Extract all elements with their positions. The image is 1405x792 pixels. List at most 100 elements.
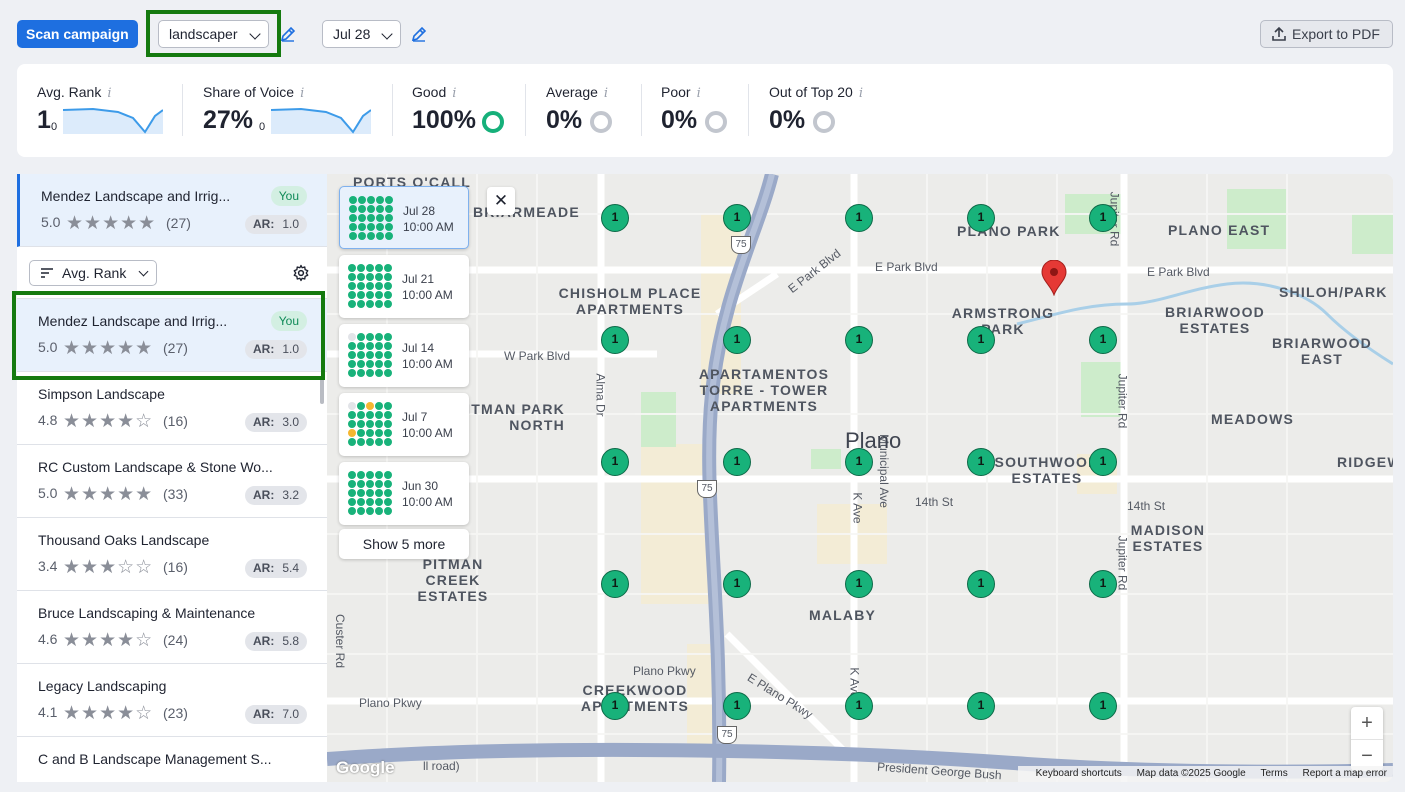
- edit-keyword-icon[interactable]: [279, 25, 297, 43]
- edit-date-icon[interactable]: [410, 25, 428, 43]
- rank-grid-point[interactable]: 1: [723, 692, 751, 720]
- sort-icon: [41, 268, 53, 278]
- star-rating-icon: ★★★★☆: [63, 630, 154, 651]
- history-snapshot[interactable]: Jul 28 10:00 AM: [339, 186, 469, 249]
- info-icon[interactable]: i: [858, 86, 863, 101]
- avg-rank-sparkline: [63, 107, 163, 134]
- list-scrollbar[interactable]: [320, 376, 324, 404]
- review-count: (24): [163, 632, 188, 648]
- rating-value: 3.4: [38, 558, 58, 574]
- close-icon[interactable]: ✕: [487, 187, 515, 215]
- list-item[interactable]: RC Custom Landscape & Stone Wo... 5.0 ★★…: [17, 445, 327, 518]
- list-item[interactable]: C and B Landscape Management S...: [17, 737, 327, 782]
- list-item[interactable]: Bruce Landscaping & Maintenance 4.6 ★★★★…: [17, 591, 327, 664]
- rank-grid-point[interactable]: 1: [1089, 448, 1117, 476]
- snapshot-time: 10:00 AM: [403, 220, 454, 234]
- map-street-label: W Park Blvd: [504, 349, 571, 363]
- rank-grid-point[interactable]: 1: [723, 448, 751, 476]
- metric-share-of-voice: Share of Voice i 27% 0: [203, 84, 378, 139]
- rank-grid-point[interactable]: 1: [845, 448, 873, 476]
- info-icon[interactable]: i: [603, 86, 609, 101]
- mini-grid-icon: [348, 471, 392, 515]
- info-icon[interactable]: i: [452, 86, 457, 101]
- info-icon[interactable]: i: [696, 86, 701, 101]
- rank-grid-point[interactable]: 1: [723, 570, 751, 598]
- map-street-label: E Park Blvd: [1147, 265, 1210, 279]
- metric-out-of-top-20: Out of Top 20 i 0%: [769, 84, 899, 139]
- rank-grid-point[interactable]: 1: [601, 570, 629, 598]
- rank-grid-point[interactable]: 1: [1089, 570, 1117, 598]
- gear-icon[interactable]: [292, 264, 310, 282]
- map-street-label: Custer Rd: [333, 613, 348, 669]
- map-place-label: PITMAN CREEK ESTATES: [417, 556, 489, 604]
- metric-subvalue: 0: [259, 121, 266, 133]
- export-pdf-button[interactable]: Export to PDF: [1260, 20, 1393, 48]
- zoom-out-button[interactable]: −: [1351, 739, 1383, 771]
- rank-grid-point[interactable]: 1: [967, 570, 995, 598]
- rating-value: 4.8: [38, 412, 58, 428]
- avg-rank-badge: AR: 5.4: [244, 559, 307, 578]
- report-error-link[interactable]: Report a map error: [1302, 768, 1387, 779]
- rank-grid-point[interactable]: 1: [1089, 326, 1117, 354]
- history-snapshot[interactable]: Jul 7 10:00 AM: [339, 393, 469, 456]
- list-item[interactable]: Thousand Oaks Landscape 3.4 ★★★☆☆ (16) A…: [17, 518, 327, 591]
- rank-grid-point[interactable]: 1: [967, 326, 995, 354]
- history-snapshot[interactable]: Jun 30 10:00 AM: [339, 462, 469, 525]
- rank-grid-map[interactable]: PORTS O'CALL BRIARMEADE PLANO PARK PLANO…: [327, 174, 1393, 782]
- rank-grid-point[interactable]: 1: [967, 692, 995, 720]
- history-snapshot[interactable]: Jul 14 10:00 AM: [339, 324, 469, 387]
- good-ring-icon: [482, 111, 504, 133]
- rank-grid-point[interactable]: 1: [845, 204, 873, 232]
- star-rating-icon: ★★★★☆: [63, 703, 154, 724]
- map-street-label: Plano Pkwy: [359, 696, 422, 710]
- chevron-down-icon: [138, 266, 149, 277]
- snapshot-date: Jul 7: [402, 410, 428, 424]
- highway-shield-icon: 75: [717, 726, 737, 744]
- rank-grid-point[interactable]: 1: [967, 448, 995, 476]
- show-more-button[interactable]: Show 5 more: [339, 529, 469, 559]
- ar-label: AR:: [252, 707, 275, 721]
- history-snapshot[interactable]: Jul 21 10:00 AM: [339, 255, 469, 318]
- rank-grid-point[interactable]: 1: [967, 204, 995, 232]
- list-item[interactable]: Simpson Landscape 4.8 ★★★★☆ (16) AR: 3.0: [17, 372, 327, 445]
- rank-grid-point[interactable]: 1: [845, 692, 873, 720]
- date-dropdown[interactable]: Jul 28: [322, 20, 401, 48]
- pinned-business-card[interactable]: Mendez Landscape and Irrig... You 5.0 ★★…: [17, 174, 327, 247]
- divider: [525, 84, 526, 136]
- star-rating-icon: ★★★★☆: [63, 411, 154, 432]
- map-place-label: BRIARWOOD ESTATES: [1165, 304, 1265, 336]
- list-item[interactable]: Legacy Landscaping 4.1 ★★★★☆ (23) AR: 7.0: [17, 664, 327, 737]
- keyword-dropdown[interactable]: landscaper: [158, 20, 269, 48]
- review-count: (16): [163, 559, 188, 575]
- zoom-control: + −: [1351, 707, 1383, 771]
- info-icon[interactable]: i: [300, 86, 305, 101]
- sort-dropdown[interactable]: Avg. Rank: [29, 260, 157, 286]
- metric-label: Good: [412, 84, 447, 100]
- zoom-in-button[interactable]: +: [1361, 712, 1373, 734]
- toolbar: Scan campaign landscaper Jul 28 Export t…: [0, 0, 1405, 64]
- info-icon[interactable]: i: [107, 86, 112, 101]
- snapshot-date: Jul 21: [402, 272, 435, 286]
- rank-grid-point[interactable]: 1: [1089, 692, 1117, 720]
- mini-grid-icon: [348, 264, 392, 308]
- rank-grid-point[interactable]: 1: [601, 692, 629, 720]
- keyboard-shortcuts-link[interactable]: Keyboard shortcuts: [1035, 768, 1122, 779]
- map-street-label: E Park Blvd: [875, 260, 938, 274]
- rank-grid-point[interactable]: 1: [723, 326, 751, 354]
- rank-grid-point[interactable]: 1: [601, 326, 629, 354]
- map-street-label: 14th St: [915, 495, 954, 509]
- business-location-pin-icon[interactable]: [1041, 260, 1067, 296]
- snapshot-time: 10:00 AM: [402, 426, 453, 440]
- list-item[interactable]: Mendez Landscape and Irrig... You 5.0 ★★…: [17, 299, 327, 372]
- rank-grid-point[interactable]: 1: [601, 204, 629, 232]
- terms-link[interactable]: Terms: [1260, 768, 1288, 779]
- metric-value: 1: [37, 106, 51, 134]
- rank-grid-point[interactable]: 1: [723, 204, 751, 232]
- rank-grid-point[interactable]: 1: [845, 570, 873, 598]
- rank-grid-point[interactable]: 1: [1089, 204, 1117, 232]
- map-street-label: Alma Dr: [593, 373, 608, 417]
- scan-campaign-button[interactable]: Scan campaign: [17, 20, 138, 48]
- business-name: Mendez Landscape and Irrig...: [41, 188, 231, 204]
- rank-grid-point[interactable]: 1: [601, 448, 629, 476]
- rank-grid-point[interactable]: 1: [845, 326, 873, 354]
